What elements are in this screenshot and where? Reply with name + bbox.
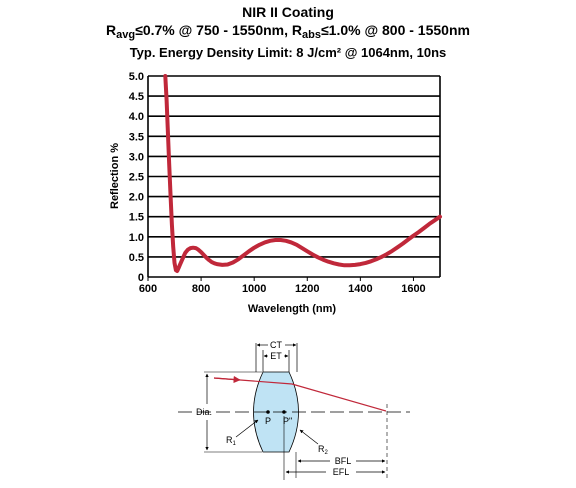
chart-axes	[147, 76, 441, 277]
x-tick-label: 1200	[295, 283, 319, 295]
y-tick-label: 0	[138, 272, 144, 284]
ct-label: CT	[270, 340, 282, 350]
y-tick-label: 1.0	[129, 232, 144, 244]
x-axis-label: Wavelength (nm)	[248, 303, 337, 315]
y-tick-label: 1.5	[129, 212, 144, 224]
chart-subtitle-reflection-spec: Ravg≤0.7% @ 750 - 1550nm, Rabs≤1.0% @ 80…	[0, 21, 576, 44]
y-tick-label: 5.0	[129, 71, 144, 83]
abs-subscript: abs	[302, 29, 321, 41]
r2-label: R2	[318, 444, 329, 456]
chart-ticks: 0 0.5 1.0 1.5 2.0 2.5 3.0 3.5 4.0 4.5 5.0 600 800 100…	[129, 71, 426, 295]
r2-pointer	[299, 429, 319, 445]
x-tick-label: 600	[139, 283, 157, 295]
r-avg-symbol: R	[106, 22, 117, 38]
x-tick-label: 1400	[348, 283, 372, 295]
y-tick-label: 2.0	[129, 192, 144, 204]
r1-label: R1	[226, 435, 237, 447]
r-avg-condition: ≤0.7% @ 750 - 1550nm, R	[135, 22, 302, 38]
light-ray	[213, 377, 387, 412]
y-axis-label: Reflection %	[109, 143, 121, 209]
p-prime-label: P"	[283, 416, 292, 426]
chart-grid	[148, 75, 440, 278]
chart-subtitle-energy-density: Typ. Energy Density Limit: 8 J/cm² @ 106…	[129, 45, 447, 60]
y-tick-label: 0.5	[129, 252, 144, 264]
r-abs-condition: ≤1.0% @ 800 - 1550nm	[320, 22, 470, 38]
y-tick-label: 4.5	[129, 91, 144, 103]
y-tick-label: 2.5	[129, 172, 144, 184]
bfl-label: BFL	[335, 456, 352, 466]
y-tick-label: 4.0	[129, 111, 144, 123]
r1-pointer	[235, 419, 259, 438]
avg-subscript: avg	[116, 29, 136, 41]
reflection-curve	[163, 74, 442, 273]
chart-title-block: NIR II Coating Ravg≤0.7% @ 750 - 1550nm,…	[0, 4, 576, 61]
x-tick-label: 800	[192, 283, 210, 295]
x-tick-label: 1000	[242, 283, 266, 295]
y-tick-label: 3.0	[129, 151, 144, 163]
principal-point-p	[266, 410, 270, 414]
light-ray-arrow	[213, 375, 241, 384]
et-label: ET	[270, 351, 282, 361]
y-tick-label: 3.5	[129, 131, 144, 143]
principal-point-p-prime	[282, 410, 286, 414]
p-label: P	[265, 416, 271, 426]
chart-title: NIR II Coating	[242, 4, 334, 20]
x-tick-label: 1600	[401, 283, 425, 295]
efl-label: EFL	[333, 467, 350, 477]
